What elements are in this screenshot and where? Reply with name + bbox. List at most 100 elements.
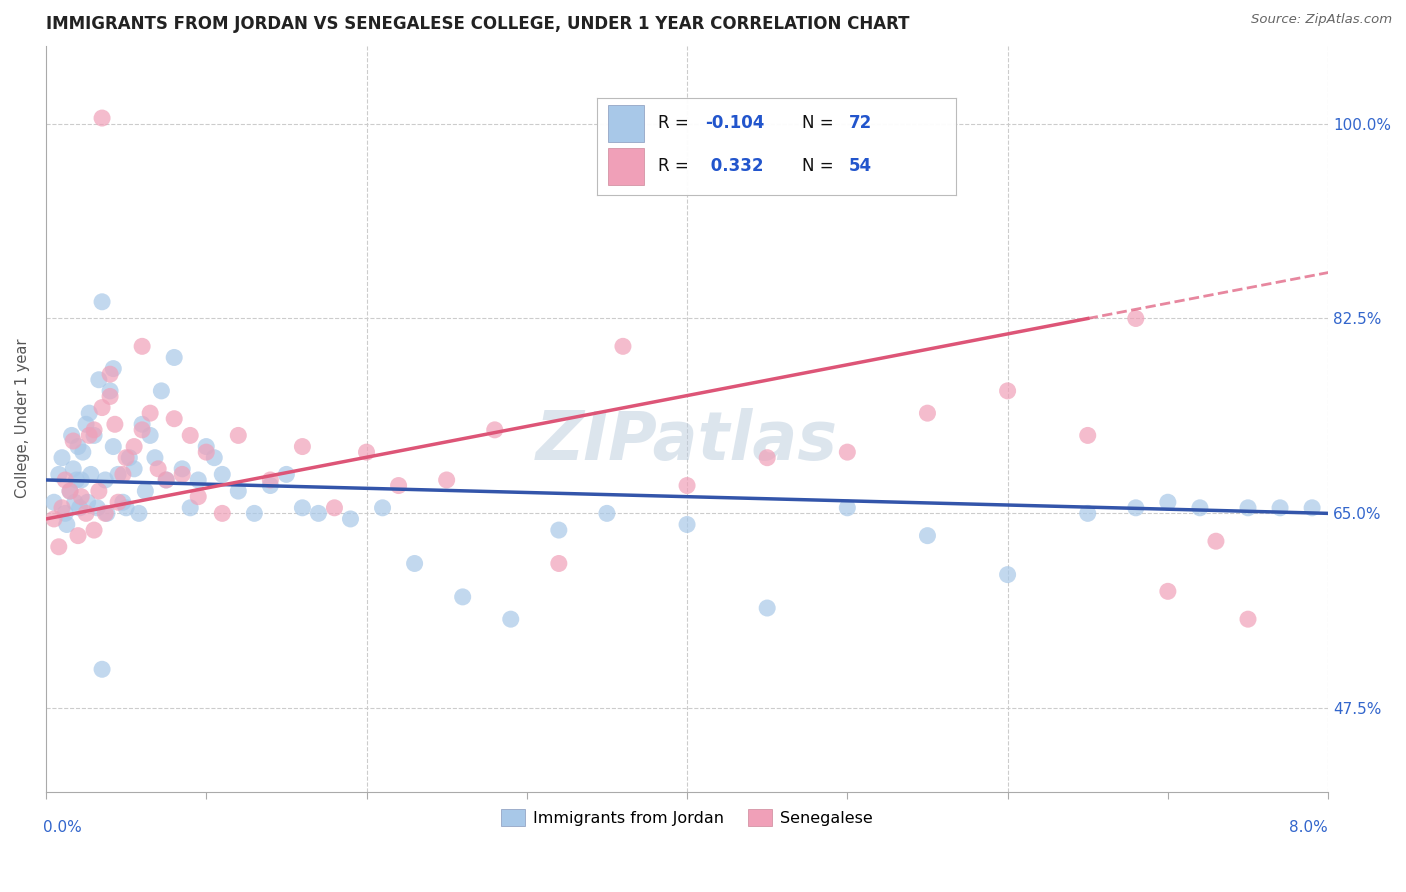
Point — [837, 500, 859, 515]
Point — [87, 373, 110, 387]
Point — [917, 406, 939, 420]
Point — [77, 428, 100, 442]
Point — [187, 473, 209, 487]
Point — [291, 500, 314, 515]
Point — [42, 495, 65, 509]
Point — [179, 500, 201, 515]
Point — [276, 467, 298, 482]
Point — [76, 495, 98, 509]
Point — [243, 507, 266, 521]
Point — [103, 361, 125, 376]
Point — [499, 612, 522, 626]
Point — [195, 440, 218, 454]
Text: IMMIGRANTS FROM JORDAN VS SENEGALESE COLLEGE, UNDER 1 YEAR CORRELATION CHART: IMMIGRANTS FROM JORDAN VS SENEGALESE COL… — [46, 15, 910, 33]
Point — [211, 507, 233, 521]
Point — [307, 507, 329, 521]
Point — [59, 484, 82, 499]
Point — [202, 450, 225, 465]
Point — [1268, 500, 1291, 515]
Point — [75, 417, 97, 432]
Point — [70, 473, 93, 487]
Point — [131, 423, 153, 437]
Point — [547, 557, 569, 571]
Point — [91, 662, 114, 676]
Point — [72, 445, 94, 459]
Y-axis label: College, Under 1 year: College, Under 1 year — [15, 339, 30, 499]
Point — [98, 384, 121, 398]
Point — [59, 484, 82, 499]
Point — [172, 462, 194, 476]
Point — [48, 540, 70, 554]
Point — [676, 517, 699, 532]
Point — [42, 512, 65, 526]
Point — [103, 440, 125, 454]
Point — [155, 473, 177, 487]
Point — [80, 467, 103, 482]
Point — [98, 389, 121, 403]
Point — [436, 473, 458, 487]
Point — [62, 462, 84, 476]
Point — [1157, 584, 1180, 599]
Text: ZIPatlas: ZIPatlas — [536, 409, 838, 475]
Point — [997, 567, 1019, 582]
Point — [75, 507, 97, 521]
Point — [51, 500, 73, 515]
Point — [917, 529, 939, 543]
Point — [139, 428, 162, 442]
Point — [356, 445, 378, 459]
Point — [107, 495, 129, 509]
Point — [111, 495, 134, 509]
Point — [118, 450, 141, 465]
Point — [94, 473, 117, 487]
Point — [676, 478, 699, 492]
Point — [1205, 534, 1227, 549]
Point — [104, 417, 127, 432]
Point — [756, 450, 779, 465]
Point — [387, 478, 409, 492]
Point — [163, 411, 186, 425]
Point — [122, 462, 145, 476]
Point — [143, 450, 166, 465]
Point — [756, 601, 779, 615]
Point — [1301, 500, 1323, 515]
Point — [83, 423, 105, 437]
Point — [1125, 500, 1147, 515]
Point — [323, 500, 346, 515]
Point — [66, 529, 89, 543]
Point — [1077, 428, 1099, 442]
Point — [484, 423, 506, 437]
Point — [1188, 500, 1211, 515]
Point — [259, 473, 281, 487]
Text: 0.0%: 0.0% — [42, 820, 82, 835]
Point — [83, 523, 105, 537]
Point — [131, 417, 153, 432]
Legend: Immigrants from Jordan, Senegalese: Immigrants from Jordan, Senegalese — [495, 803, 879, 832]
Point — [451, 590, 474, 604]
Point — [63, 495, 86, 509]
Point — [56, 517, 79, 532]
Point — [70, 490, 93, 504]
Point — [60, 428, 83, 442]
Point — [1077, 507, 1099, 521]
Text: 8.0%: 8.0% — [1289, 820, 1329, 835]
Point — [77, 406, 100, 420]
Point — [96, 507, 118, 521]
Point — [83, 428, 105, 442]
Point — [1237, 500, 1260, 515]
Point — [596, 507, 619, 521]
Point — [51, 450, 73, 465]
Point — [150, 384, 173, 398]
Point — [837, 445, 859, 459]
Point — [997, 384, 1019, 398]
Point — [371, 500, 394, 515]
Point — [87, 484, 110, 499]
Point — [98, 367, 121, 381]
Point — [339, 512, 361, 526]
Point — [612, 339, 634, 353]
Point — [1237, 612, 1260, 626]
Text: Source: ZipAtlas.com: Source: ZipAtlas.com — [1251, 13, 1392, 27]
Point — [131, 339, 153, 353]
Point — [65, 473, 87, 487]
Point — [547, 523, 569, 537]
Point — [94, 507, 117, 521]
